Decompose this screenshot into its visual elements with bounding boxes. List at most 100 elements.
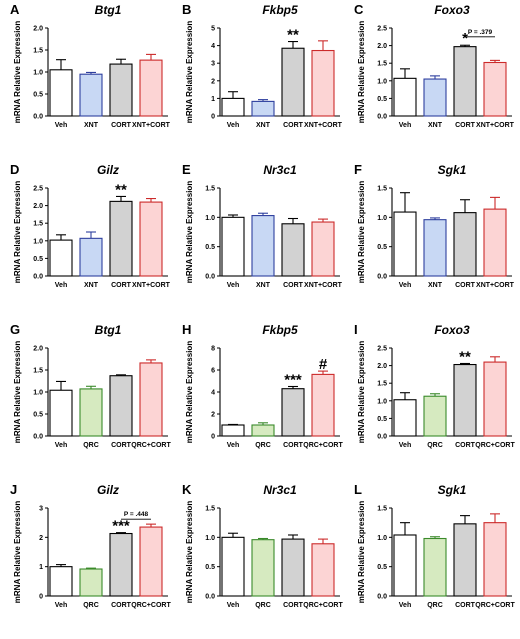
category-label: QRC	[427, 602, 443, 609]
category-label: XNT+CORT	[132, 122, 171, 129]
y-tick-label: 1.0	[377, 535, 387, 542]
gene-title: Sgk1	[438, 483, 467, 497]
category-label: XNT	[428, 282, 443, 289]
chart-panel-j: J Gilz mRNA Relative Expression 0 1 2 3 Veh QRC C…	[10, 482, 171, 609]
y-axis-label: mRNA Relative Expression	[13, 341, 22, 444]
bar-veh	[393, 399, 417, 437]
chart-panel-a: A Btg1 mRNA Relative Expression 0.0 0.5 1.0 1.…	[10, 2, 171, 129]
bar-qrc-cort	[139, 362, 163, 437]
y-axis-label: mRNA Relative Expression	[13, 21, 22, 124]
category-label: CORT	[111, 442, 132, 449]
bar-xnt-cort	[483, 61, 507, 117]
category-label: CORT	[111, 282, 132, 289]
y-tick-label: 1.5	[205, 506, 215, 513]
significance-label: *	[462, 30, 468, 47]
y-axis-label: mRNA Relative Expression	[357, 181, 366, 284]
category-label: CORT	[455, 602, 476, 609]
bar-cort	[109, 375, 133, 437]
y-tick-label: 0.0	[33, 274, 43, 281]
bar-qrc-cort	[311, 543, 335, 597]
y-tick-label: 1.5	[377, 61, 387, 68]
bar-veh	[221, 536, 245, 597]
y-tick-label: 0	[211, 434, 215, 441]
bar-qrc	[79, 568, 103, 597]
gene-title: Nr3c1	[263, 163, 297, 177]
significance-label: ***	[112, 518, 130, 535]
bar-cort	[109, 63, 133, 117]
y-tick-label: 1.5	[205, 186, 215, 193]
chart-panel-i: I Foxo3 mRNA Relative Expression 0.0 0.5 1.0 1…	[354, 322, 515, 449]
category-label: QRC+CORT	[131, 602, 171, 609]
category-label: Veh	[55, 282, 67, 289]
significance-label: #	[319, 356, 328, 373]
y-tick-label: 2	[211, 412, 215, 419]
bar-qrc-cort	[483, 522, 507, 597]
y-tick-label: 0	[211, 114, 215, 121]
bar-veh	[221, 424, 245, 437]
chart-panel-d: D Gilz mRNA Relative Expression 0.0 0.5 1.0 1.…	[10, 162, 171, 289]
significance-label: **	[459, 348, 471, 365]
category-label: QRC	[255, 442, 271, 449]
gene-title: Foxo3	[434, 323, 470, 337]
gene-title: Gilz	[97, 163, 119, 177]
category-label: QRC	[83, 602, 99, 609]
y-tick-label: 1	[39, 564, 43, 571]
panel-letter: D	[10, 162, 19, 177]
y-tick-label: 1.0	[377, 78, 387, 85]
chart-panel-k: K Nr3c1 mRNA Relative Expression 0.0 0.5 1.0 1…	[182, 482, 343, 609]
category-label: CORT	[111, 122, 132, 129]
significance-label: ***	[284, 372, 302, 389]
p-value-label: P = .379	[468, 29, 493, 36]
gene-title: Btg1	[95, 323, 122, 337]
category-label: CORT	[283, 602, 304, 609]
y-tick-label: 2.0	[377, 363, 387, 370]
y-axis-label: mRNA Relative Expression	[185, 181, 194, 284]
y-tick-label: 1.0	[377, 398, 387, 405]
y-tick-label: 1.5	[33, 368, 43, 375]
bar-qrc	[423, 395, 447, 437]
y-tick-label: 0.5	[377, 564, 387, 571]
panel-letter: H	[182, 322, 191, 337]
bar-xnt	[251, 215, 275, 277]
y-tick-label: 0.5	[377, 416, 387, 423]
y-tick-label: 1.5	[33, 48, 43, 55]
chart-panel-l: L Sgk1 mRNA Relative Expression 0.0 0.5 1.0 1.…	[354, 482, 515, 609]
bar-qrc-cort	[139, 526, 163, 597]
bar-cort	[453, 363, 477, 437]
y-tick-label: 3	[211, 61, 215, 68]
y-tick-label: 2.5	[377, 26, 387, 33]
bar-xnt	[251, 100, 275, 117]
y-tick-label: 0.5	[205, 564, 215, 571]
y-tick-label: 1.5	[33, 221, 43, 228]
category-label: QRC	[83, 442, 99, 449]
y-tick-label: 0.0	[377, 594, 387, 601]
y-axis-label: mRNA Relative Expression	[357, 501, 366, 604]
y-tick-label: 0.0	[377, 434, 387, 441]
category-label: QRC	[427, 442, 443, 449]
category-label: CORT	[283, 282, 304, 289]
y-tick-label: 4	[211, 43, 215, 50]
category-label: Veh	[227, 122, 239, 129]
bar-veh	[49, 239, 73, 277]
category-label: Veh	[55, 602, 67, 609]
bar-veh	[393, 211, 417, 277]
bar-cort	[281, 388, 305, 437]
y-tick-label: 0.0	[33, 434, 43, 441]
panel-letter: K	[182, 482, 192, 497]
category-label: QRC+CORT	[475, 602, 515, 609]
y-tick-label: 2.0	[33, 26, 43, 33]
y-tick-label: 0.0	[377, 274, 387, 281]
bar-xnt-cort	[139, 59, 163, 117]
category-label: Veh	[399, 602, 411, 609]
category-label: XNT	[84, 282, 99, 289]
category-label: CORT	[455, 442, 476, 449]
y-tick-label: 6	[211, 368, 215, 375]
panel-letter: E	[182, 162, 191, 177]
bar-xnt	[79, 73, 103, 117]
chart-panel-b: B Fkbp5 mRNA Relative Expression 0 1 2 3 4 5 Veh X…	[182, 2, 343, 129]
y-tick-label: 0	[39, 594, 43, 601]
y-axis-label: mRNA Relative Expression	[357, 21, 366, 124]
y-tick-label: 1.0	[205, 535, 215, 542]
panel-letter: C	[354, 2, 364, 17]
